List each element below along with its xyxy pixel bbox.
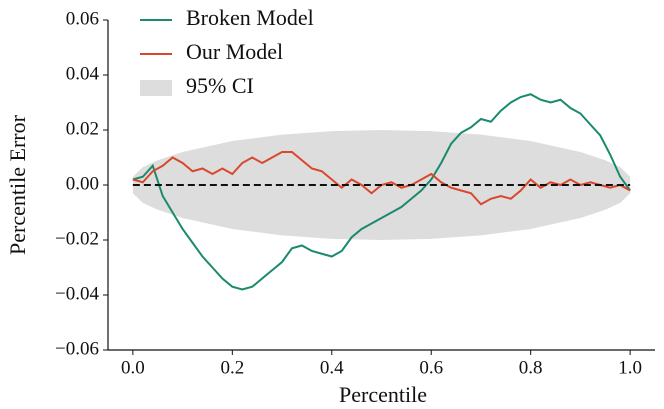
y-tick-label: 0.02	[66, 118, 99, 139]
x-tick-label: 1.0	[618, 357, 642, 378]
y-tick-label: −0.04	[55, 283, 99, 304]
y-tick-label: −0.02	[55, 228, 99, 249]
x-tick-label: 0.0	[121, 357, 145, 378]
x-tick-label: 0.2	[220, 357, 244, 378]
x-axis-label: Percentile	[339, 382, 427, 407]
y-axis-label: Percentile Error	[5, 114, 30, 255]
y-tick-label: 0.00	[66, 173, 99, 194]
x-tick-label: 0.6	[419, 357, 443, 378]
legend-label: Broken Model	[186, 5, 314, 30]
legend-label: Our Model	[186, 39, 283, 64]
y-tick-label: 0.04	[66, 63, 100, 84]
y-tick-label: −0.06	[55, 338, 99, 359]
y-tick-label: 0.06	[66, 8, 99, 29]
legend-swatch	[140, 80, 172, 96]
legend-label: 95% CI	[186, 73, 254, 98]
x-tick-label: 0.4	[320, 357, 344, 378]
x-tick-label: 0.8	[519, 357, 543, 378]
series-line	[132, 93, 631, 291]
